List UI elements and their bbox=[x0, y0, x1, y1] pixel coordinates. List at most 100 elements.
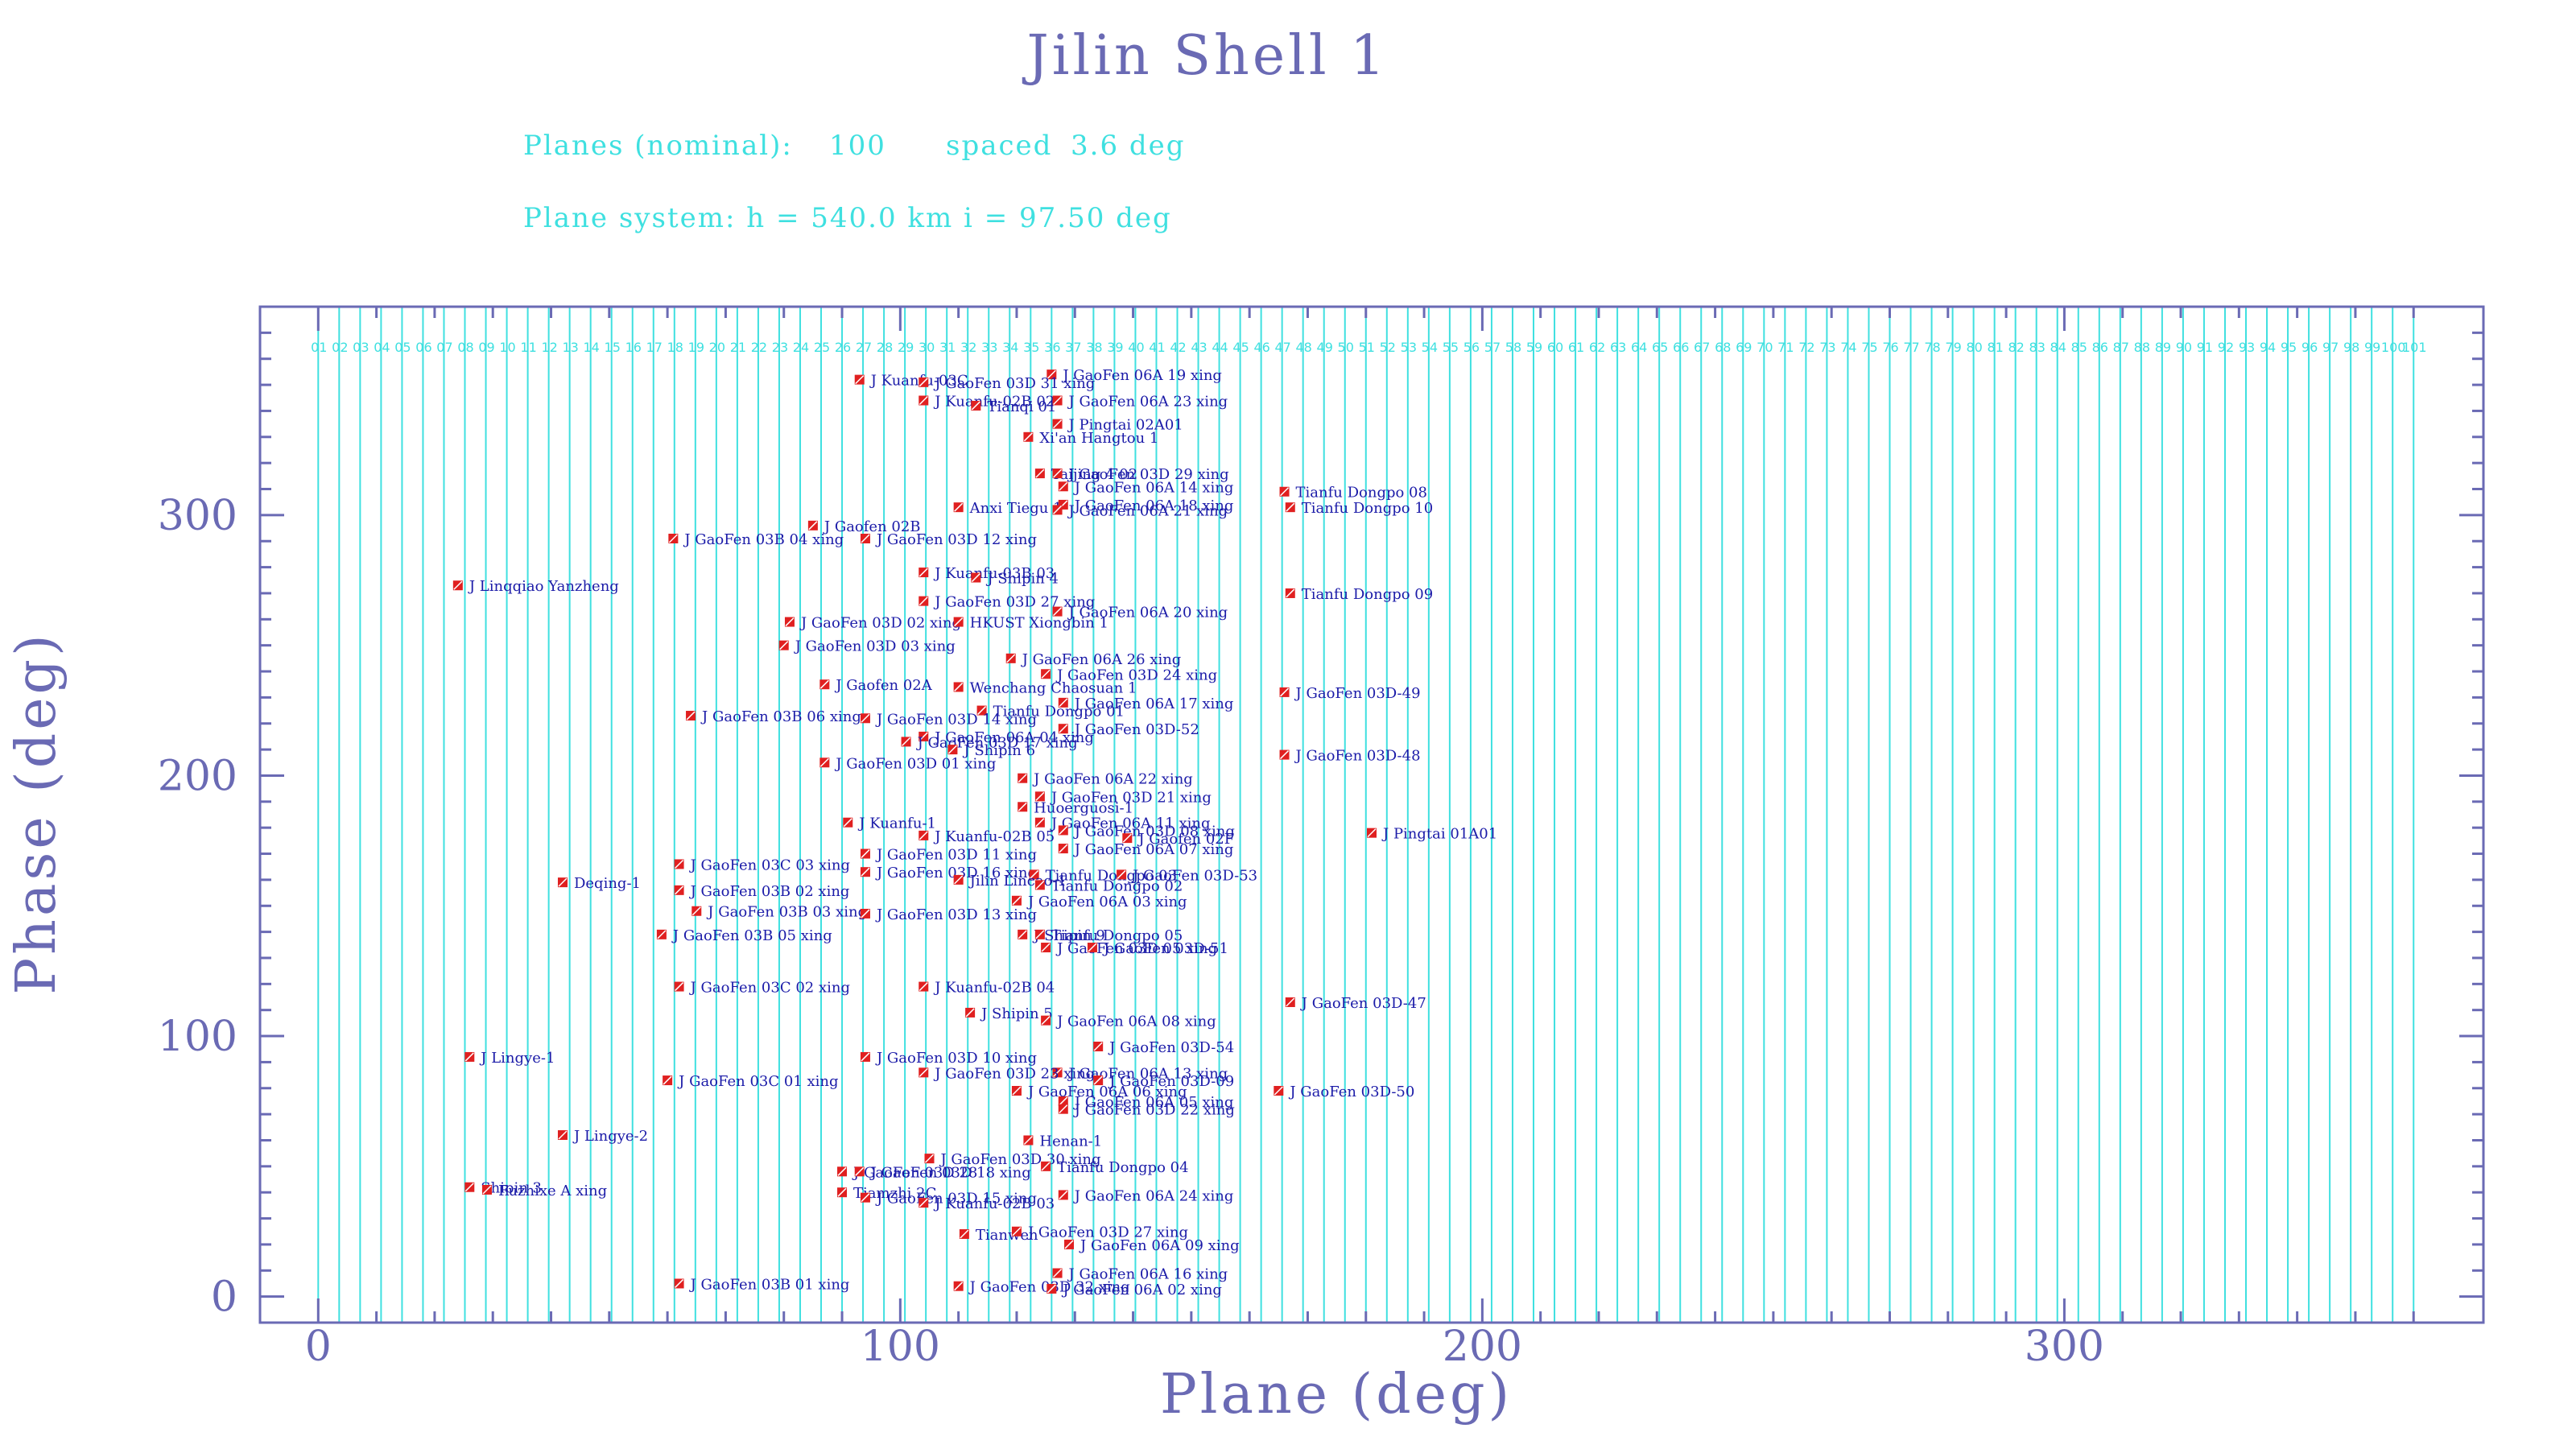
marker-slash bbox=[785, 617, 795, 627]
satellite-label: J GaoFen 03D-54 bbox=[1108, 1039, 1234, 1056]
plane-number: 14 bbox=[584, 340, 600, 355]
satellite-point: J Shipin 9 bbox=[1018, 927, 1105, 944]
plane-number: 46 bbox=[1253, 340, 1269, 355]
plane-number: 05 bbox=[394, 340, 411, 355]
plane-number: 44 bbox=[1212, 340, 1228, 355]
satellite-point: J GaoFen 06A 06 xing bbox=[1011, 1084, 1187, 1100]
plane-number: 13 bbox=[562, 340, 578, 355]
plane-number: 98 bbox=[2343, 340, 2359, 355]
marker-slash bbox=[1018, 802, 1027, 811]
marker-slash bbox=[1041, 1162, 1051, 1171]
satellite-label: J GaoFen 06A 05 xing bbox=[1073, 1094, 1234, 1111]
satellite-label: J GaoFen 03D 10 xing bbox=[875, 1050, 1037, 1067]
marker-slash bbox=[1053, 505, 1063, 514]
satellite-point: J GaoFen 03D 21 xing bbox=[1034, 789, 1212, 806]
marker-slash bbox=[1280, 687, 1290, 697]
plane-number: 25 bbox=[814, 340, 830, 355]
chart-title: Jilin Shell 1 bbox=[1022, 24, 1389, 88]
satellite-point: J GaoFen 03D 01 xing bbox=[819, 755, 996, 772]
satellite-label: J GaoFen 06A 22 xing bbox=[1032, 771, 1193, 788]
plane-number: 04 bbox=[374, 340, 390, 355]
satellite-label: J Gaofen 02B bbox=[823, 518, 921, 535]
satellite-point: J GaoFen 03D-50 bbox=[1274, 1084, 1414, 1100]
plane-number: 51 bbox=[1359, 340, 1375, 355]
marker-slash bbox=[1280, 750, 1290, 760]
plot-frame bbox=[258, 305, 2485, 1324]
satellite-point: Xi'an Hangtou 1 bbox=[1023, 430, 1158, 447]
satellite-label: J GaoFen 06A 09 xing bbox=[1079, 1237, 1240, 1254]
satellite-point: J Gaofen 02F bbox=[1122, 831, 1234, 848]
satellite-label: J GaoFen 03D 16 xing bbox=[875, 865, 1037, 881]
satellite-point: J GaoFen 06A 11 xing bbox=[1034, 815, 1211, 832]
satellite-label: J GaoFen 06A 24 xing bbox=[1073, 1187, 1234, 1204]
plane-number: 55 bbox=[1443, 340, 1459, 355]
marker-slash bbox=[1023, 1135, 1033, 1146]
satellite-label: J Shipin 5 bbox=[980, 1005, 1053, 1022]
plane-number: 06 bbox=[415, 340, 431, 355]
satellite-label: Xi'an Hangtou 1 bbox=[1039, 430, 1158, 447]
satellite-point: J GaoFen 06A 04 xing bbox=[919, 729, 1094, 746]
satellite-label: Tianfu Dongpo 05 bbox=[1051, 927, 1183, 944]
marker-slash bbox=[819, 758, 829, 767]
x-axis: 0 100 200 300 bbox=[305, 307, 2415, 1371]
satellite-point: J GaoFen 06A 16 xing bbox=[1052, 1266, 1228, 1283]
plane-number: 11 bbox=[520, 340, 536, 355]
plane-number: 32 bbox=[960, 340, 976, 355]
satellite-label: Tianfu Dongpo 03 bbox=[1046, 867, 1177, 884]
plane-number: 87 bbox=[2113, 340, 2129, 355]
satellite-point: J GaoFen 03D 31 xing bbox=[919, 375, 1095, 392]
plane-number: 91 bbox=[2197, 340, 2213, 355]
marker-slash bbox=[1035, 930, 1045, 939]
satellite-label: J GaoFen 03D 02 xing bbox=[799, 615, 961, 632]
satellite-label: J GaoFen 03D 23 xing bbox=[933, 1065, 1095, 1082]
plane-number: 56 bbox=[1463, 340, 1480, 355]
marker-slash bbox=[971, 573, 980, 583]
marker-slash bbox=[919, 568, 928, 577]
y-tick-label: 200 bbox=[158, 752, 237, 800]
satellite-point: J GaoFen 03D 16 xing bbox=[860, 865, 1037, 881]
plane-number: 81 bbox=[1987, 340, 2003, 355]
satellite-label: HKUST Xiongbin 1 bbox=[970, 615, 1108, 632]
marker-slash bbox=[855, 375, 865, 385]
marker-slash bbox=[861, 713, 870, 723]
satellite-label: J Kuanfu-02B 05 bbox=[933, 828, 1055, 845]
satellite-label: Tianfu Dongpo 04 bbox=[1057, 1159, 1188, 1176]
plane-number: 67 bbox=[1694, 340, 1710, 355]
satellite-point: J Shipin 6 bbox=[947, 742, 1035, 759]
satellite-point: J GaoFen 06A 08 xing bbox=[1041, 1013, 1216, 1030]
satellite-label: J GaoFen 03B 04 xing bbox=[683, 531, 844, 548]
plane-number: 40 bbox=[1128, 340, 1144, 355]
marker-slash bbox=[464, 1052, 474, 1062]
x-tick-label: 100 bbox=[861, 1323, 940, 1371]
satellite-label: J GaoFen 06A 14 xing bbox=[1073, 479, 1234, 496]
plane-number: 95 bbox=[2281, 340, 2297, 355]
satellite-point: J GaoFen 03B 01 xing bbox=[674, 1276, 849, 1293]
satellite-point: J GaoFen 03D-51 bbox=[1087, 940, 1228, 957]
satellite-point: J GaoFen 03D 29 xing bbox=[1052, 466, 1229, 483]
marker-slash bbox=[1041, 943, 1051, 952]
satellite-point: J Kuanfu-02B 03 bbox=[919, 1195, 1055, 1212]
satellite-label: J GaoFen 06A 11 xing bbox=[1050, 815, 1211, 832]
plane-number: 89 bbox=[2155, 340, 2171, 355]
marker-slash bbox=[954, 1282, 964, 1291]
marker-slash bbox=[954, 617, 964, 627]
satellite-point: J Shipin 4 bbox=[971, 571, 1059, 588]
satellite-label: J Shipin 6 bbox=[962, 742, 1035, 759]
plane-number: 29 bbox=[898, 340, 914, 355]
marker-slash bbox=[808, 521, 818, 530]
marker-slash bbox=[1012, 896, 1022, 906]
marker-slash bbox=[919, 1198, 928, 1208]
marker-slash bbox=[1059, 1104, 1068, 1114]
marker-slash bbox=[1059, 1096, 1068, 1106]
plane-number: 57 bbox=[1484, 340, 1501, 355]
marker-slash bbox=[482, 1185, 492, 1195]
plane-number: 80 bbox=[1966, 340, 1982, 355]
plane-number: 88 bbox=[2134, 340, 2150, 355]
satellite-point: J Pingtai 01A01 bbox=[1367, 826, 1497, 843]
marker-slash bbox=[1059, 481, 1068, 491]
satellite-label: J GaoFen 06A 08 xing bbox=[1055, 1013, 1216, 1030]
satellite-label: J GaoFen 06A 18 xing bbox=[1073, 497, 1234, 514]
plane-number: 50 bbox=[1338, 340, 1354, 355]
satellite-label: J GaoFen 06A 17 xing bbox=[1073, 696, 1234, 712]
